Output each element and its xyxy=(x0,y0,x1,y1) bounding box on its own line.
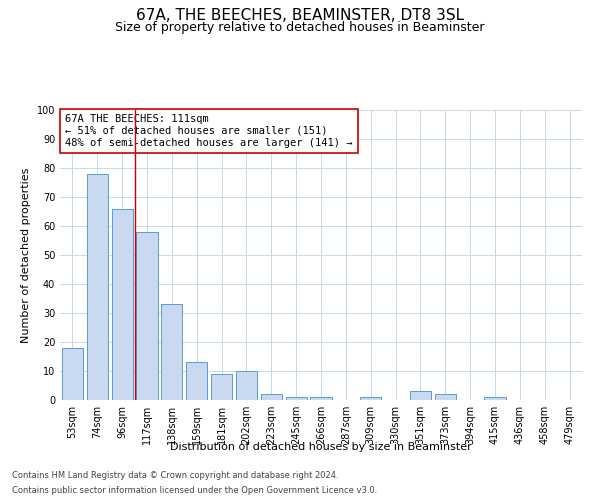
Text: Size of property relative to detached houses in Beaminster: Size of property relative to detached ho… xyxy=(115,21,485,34)
Bar xyxy=(112,208,133,400)
Bar xyxy=(87,174,108,400)
Bar xyxy=(236,371,257,400)
Bar xyxy=(62,348,83,400)
Text: Contains HM Land Registry data © Crown copyright and database right 2024.: Contains HM Land Registry data © Crown c… xyxy=(12,471,338,480)
Bar xyxy=(435,394,456,400)
Bar xyxy=(410,392,431,400)
Bar xyxy=(360,397,381,400)
Y-axis label: Number of detached properties: Number of detached properties xyxy=(21,168,31,342)
Text: 67A THE BEECHES: 111sqm
← 51% of detached houses are smaller (151)
48% of semi-d: 67A THE BEECHES: 111sqm ← 51% of detache… xyxy=(65,114,353,148)
Bar xyxy=(261,394,282,400)
Text: Contains public sector information licensed under the Open Government Licence v3: Contains public sector information licen… xyxy=(12,486,377,495)
Bar xyxy=(211,374,232,400)
Bar xyxy=(186,362,207,400)
Bar xyxy=(310,397,332,400)
Bar xyxy=(484,397,506,400)
Text: 67A, THE BEECHES, BEAMINSTER, DT8 3SL: 67A, THE BEECHES, BEAMINSTER, DT8 3SL xyxy=(136,8,464,22)
Bar xyxy=(136,232,158,400)
Text: Distribution of detached houses by size in Beaminster: Distribution of detached houses by size … xyxy=(170,442,472,452)
Bar xyxy=(286,397,307,400)
Bar xyxy=(161,304,182,400)
